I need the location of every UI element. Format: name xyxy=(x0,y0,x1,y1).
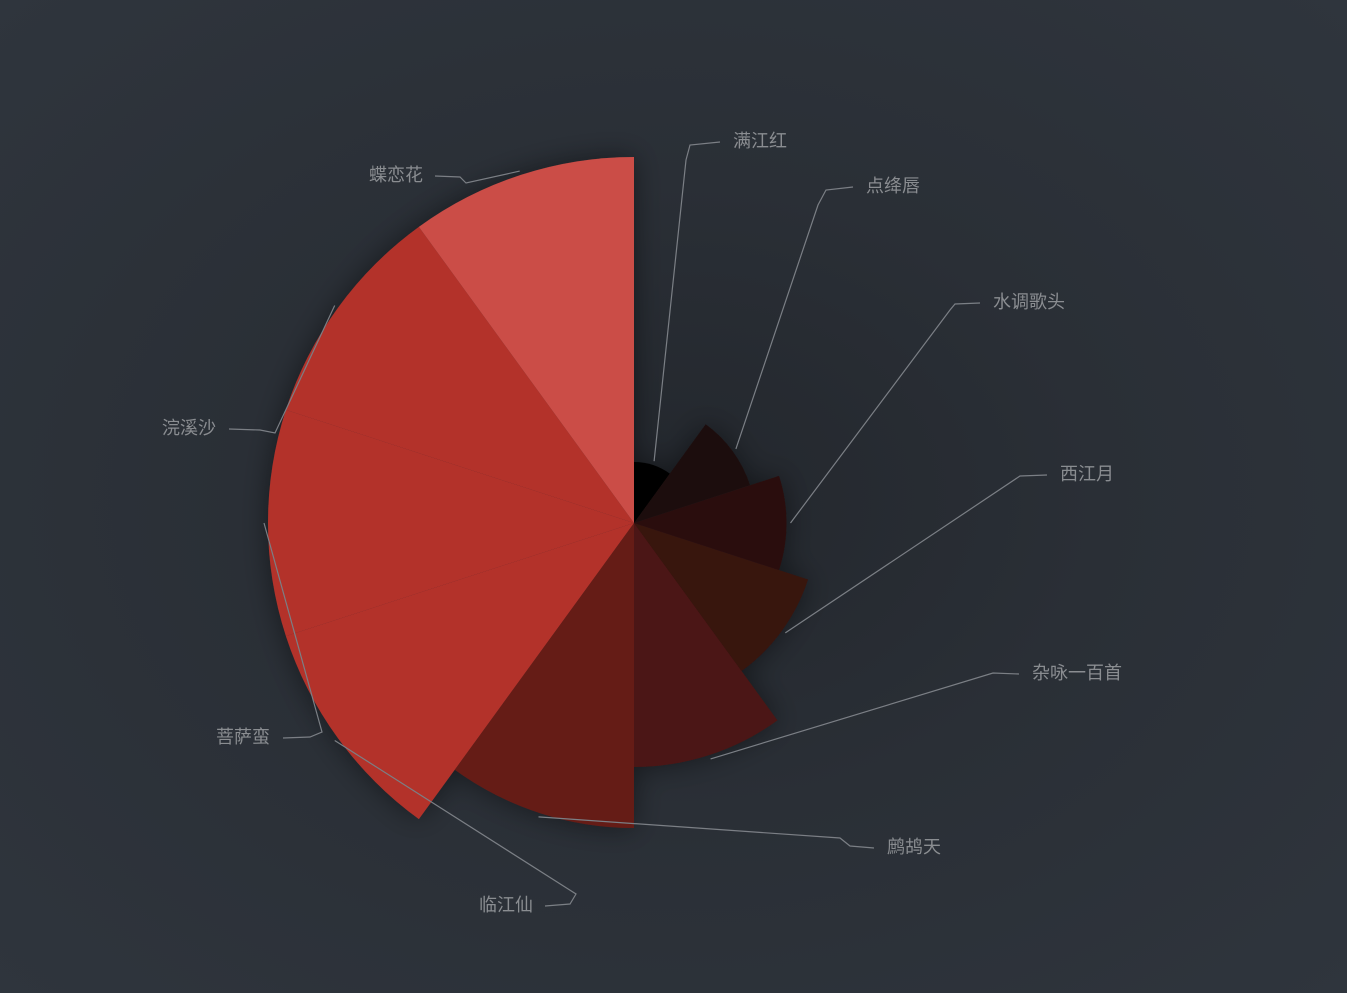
slice-4[interactable] xyxy=(634,523,809,672)
slice-label-10: 蝶恋花 xyxy=(369,164,423,186)
leader-line-7 xyxy=(334,739,577,907)
leader-line-8 xyxy=(263,522,323,739)
slice-label-6: 鹧鸪天 xyxy=(887,837,941,858)
leader-line-1 xyxy=(653,141,721,462)
slice-10[interactable] xyxy=(418,157,634,523)
leader-line-6 xyxy=(538,816,875,849)
slice-1[interactable] xyxy=(634,462,670,523)
leader-line-4 xyxy=(784,474,1048,634)
slice-label-1: 满江红 xyxy=(733,131,787,152)
slice-label-5: 杂咏一百首 xyxy=(1032,663,1122,684)
slices-layer xyxy=(267,157,809,828)
slice-label-8: 菩萨蛮 xyxy=(216,727,270,748)
slice-2[interactable] xyxy=(634,424,751,523)
slice-9[interactable] xyxy=(285,226,634,523)
leader-line-3 xyxy=(790,302,981,524)
slice-label-7: 临江仙 xyxy=(479,895,533,916)
leader-line-2 xyxy=(735,186,854,450)
slice-label-3: 水调歌头 xyxy=(993,292,1065,313)
leader-line-9 xyxy=(228,305,336,434)
slice-7[interactable] xyxy=(285,523,634,820)
slice-label-2: 点绛唇 xyxy=(866,176,920,197)
slice-8[interactable] xyxy=(267,409,634,637)
slice-label-9: 浣溪沙 xyxy=(162,418,216,439)
leader-line-10 xyxy=(434,170,520,184)
slice-label-4: 西江月 xyxy=(1060,464,1114,485)
slice-3[interactable] xyxy=(634,475,787,571)
slice-6[interactable] xyxy=(454,523,634,828)
leader-line-5 xyxy=(710,672,1020,760)
slice-5[interactable] xyxy=(634,523,778,767)
leader-lines-layer xyxy=(228,141,1048,907)
